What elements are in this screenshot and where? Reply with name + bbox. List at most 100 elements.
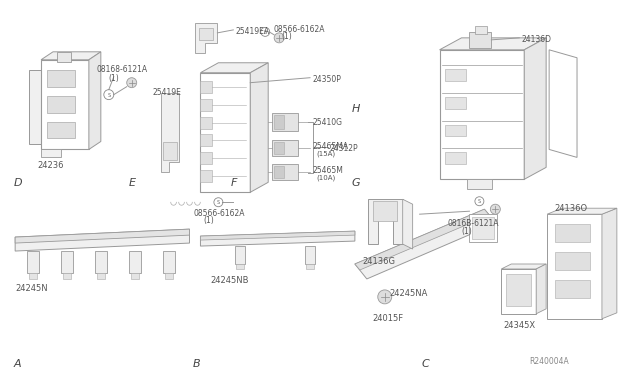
- Polygon shape: [200, 73, 250, 192]
- Polygon shape: [501, 264, 546, 269]
- Polygon shape: [368, 199, 403, 244]
- Bar: [200, 28, 213, 40]
- Bar: [274, 166, 284, 178]
- Text: (15A): (15A): [316, 150, 335, 157]
- Text: (1): (1): [461, 227, 472, 236]
- Bar: [200, 81, 212, 93]
- Bar: [200, 170, 212, 182]
- Text: C: C: [422, 359, 430, 369]
- Polygon shape: [29, 70, 41, 144]
- Text: 25465MA: 25465MA: [312, 142, 348, 151]
- Bar: [236, 264, 244, 269]
- Bar: [57, 52, 71, 62]
- Text: 24236: 24236: [37, 161, 63, 170]
- Polygon shape: [547, 208, 617, 214]
- Bar: [469, 32, 492, 48]
- Polygon shape: [536, 264, 546, 314]
- Text: S: S: [108, 93, 110, 97]
- Bar: [469, 214, 497, 242]
- Text: (10A): (10A): [316, 174, 335, 181]
- Text: (1): (1): [204, 216, 214, 225]
- Bar: [445, 125, 467, 137]
- Polygon shape: [89, 52, 101, 150]
- Polygon shape: [440, 38, 546, 50]
- Polygon shape: [41, 52, 101, 60]
- Polygon shape: [403, 199, 413, 249]
- Text: 24136D: 24136D: [521, 35, 551, 44]
- Bar: [236, 246, 245, 264]
- Text: 08168-6121A: 08168-6121A: [97, 65, 148, 74]
- Circle shape: [274, 33, 284, 43]
- Bar: [61, 251, 73, 273]
- Polygon shape: [355, 209, 497, 279]
- Bar: [305, 246, 315, 264]
- Polygon shape: [15, 229, 189, 243]
- Text: S: S: [264, 30, 267, 35]
- Text: A: A: [14, 359, 22, 369]
- Polygon shape: [15, 229, 189, 251]
- Bar: [274, 115, 284, 128]
- Bar: [47, 122, 75, 138]
- Polygon shape: [355, 209, 490, 270]
- Text: 25410G: 25410G: [312, 118, 342, 126]
- Bar: [27, 251, 39, 273]
- Bar: [41, 150, 61, 157]
- Text: (1): (1): [281, 32, 292, 41]
- Text: 08566-6162A: 08566-6162A: [273, 25, 324, 34]
- Text: 24245NA: 24245NA: [390, 289, 428, 298]
- Text: 24015F: 24015F: [372, 314, 404, 323]
- Bar: [129, 251, 141, 273]
- Text: D: D: [14, 178, 22, 188]
- Text: 24245N: 24245N: [15, 284, 48, 293]
- Bar: [472, 217, 494, 239]
- Bar: [445, 97, 467, 109]
- Bar: [164, 273, 173, 279]
- Bar: [272, 113, 298, 131]
- Text: 25419EA: 25419EA: [236, 27, 269, 36]
- Bar: [95, 251, 107, 273]
- Text: R240004A: R240004A: [529, 357, 569, 366]
- Text: 0816B-6121A: 0816B-6121A: [447, 219, 499, 228]
- Polygon shape: [195, 23, 218, 53]
- Text: H: H: [352, 104, 360, 114]
- Text: 24350P: 24350P: [312, 75, 341, 84]
- Text: 24312P: 24312P: [330, 144, 358, 154]
- Bar: [272, 164, 298, 180]
- Bar: [163, 251, 175, 273]
- Text: 25419E: 25419E: [152, 88, 182, 97]
- Bar: [63, 273, 71, 279]
- Polygon shape: [602, 208, 617, 319]
- Bar: [555, 224, 590, 242]
- Bar: [274, 142, 284, 154]
- Text: 24136O: 24136O: [554, 204, 588, 213]
- Text: G: G: [352, 178, 360, 188]
- Text: S: S: [217, 200, 220, 205]
- Bar: [506, 274, 531, 306]
- Bar: [272, 141, 298, 156]
- Bar: [476, 26, 488, 34]
- Bar: [467, 179, 492, 189]
- Text: S: S: [478, 199, 481, 204]
- Text: E: E: [129, 178, 136, 188]
- Bar: [200, 153, 212, 164]
- Bar: [47, 96, 75, 113]
- Bar: [547, 214, 602, 319]
- Bar: [97, 273, 105, 279]
- Bar: [163, 142, 177, 160]
- Bar: [47, 70, 75, 87]
- Polygon shape: [200, 63, 268, 73]
- Polygon shape: [524, 38, 546, 179]
- Circle shape: [490, 204, 500, 214]
- Bar: [555, 252, 590, 270]
- Polygon shape: [440, 50, 524, 179]
- Text: 24136G: 24136G: [363, 257, 396, 266]
- Bar: [131, 273, 139, 279]
- Bar: [200, 135, 212, 147]
- Text: B: B: [193, 359, 200, 369]
- Bar: [200, 99, 212, 110]
- Polygon shape: [41, 60, 89, 150]
- Bar: [501, 269, 536, 314]
- Text: 08566-6162A: 08566-6162A: [193, 209, 245, 218]
- Bar: [372, 201, 397, 221]
- Text: 25465M: 25465M: [312, 166, 343, 175]
